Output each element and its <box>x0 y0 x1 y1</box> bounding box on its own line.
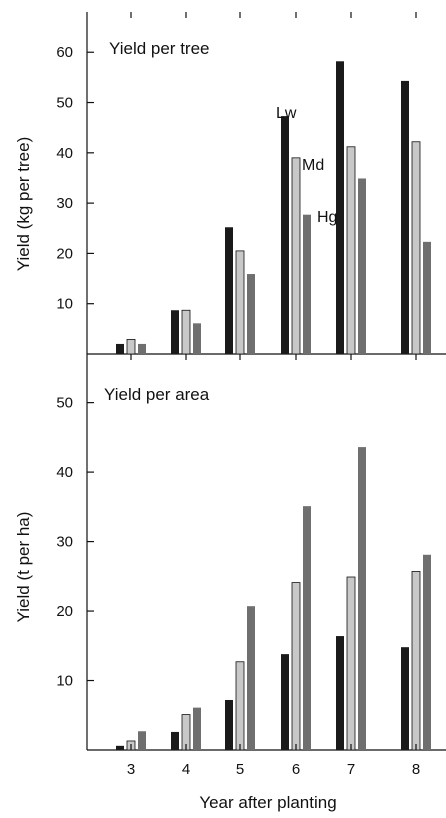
bar-lw-3 <box>116 343 124 354</box>
bottom-bars <box>116 447 431 751</box>
bar-hg-3 <box>138 343 146 354</box>
y-tick-label-40: 40 <box>56 464 73 481</box>
y-tick-label-20: 20 <box>56 245 73 262</box>
bar-md-7 <box>346 146 356 355</box>
bar-md-5 <box>235 661 245 751</box>
bar-hg-8 <box>423 241 431 354</box>
bottom-y-ticks: 10 20 30 40 50 <box>56 395 94 690</box>
y-tick-label-50: 50 <box>56 395 73 412</box>
bar-md-5 <box>235 250 245 355</box>
bar-md-7 <box>346 576 356 751</box>
y-tick-label-10: 10 <box>56 673 73 690</box>
y-tick-label-30: 30 <box>56 195 73 212</box>
bar-hg-8 <box>423 554 431 750</box>
bar-hg-4 <box>193 707 201 750</box>
bar-hg-5 <box>247 606 255 750</box>
y-tick-label-10: 10 <box>56 296 73 313</box>
panel-yield-per-tree: Yield per tree Yield (kg per tree) 10 20 3… <box>14 12 446 355</box>
bar-lw-5 <box>225 227 233 354</box>
x-axis-title: Year after planting <box>199 793 336 812</box>
bar-lw-8 <box>401 647 409 750</box>
top-edge-ticks <box>130 354 417 360</box>
bar-hg-6 <box>303 506 311 750</box>
bar-hg-5 <box>247 274 255 354</box>
bar-lw-6 <box>281 116 289 354</box>
x-tick-label-6: 6 <box>292 761 300 778</box>
bar-hg-4 <box>193 323 201 354</box>
bar-lw-4 <box>171 310 179 354</box>
bar-hg-6 <box>303 214 311 354</box>
bar-md-8 <box>411 571 421 751</box>
bottom-panel-title: Yield per area <box>104 385 210 404</box>
bar-hg-7 <box>358 178 366 354</box>
y-tick-label-30: 30 <box>56 534 73 551</box>
panel-yield-per-area: Yield per area Yield (t per ha) 10 20 30 40… <box>14 354 446 812</box>
bar-lw-5 <box>225 699 233 750</box>
top-y-ticks: 10 20 30 40 50 60 <box>56 44 94 313</box>
top-y-axis-title: Yield (kg per tree) <box>14 137 33 271</box>
bar-lw-4 <box>171 731 179 750</box>
bar-md-8 <box>411 141 421 355</box>
bar-hg-7 <box>358 447 366 750</box>
bar-md-6 <box>291 582 301 751</box>
x-tick-label-3: 3 <box>127 761 135 778</box>
series-label-lw: Lw <box>276 105 297 122</box>
x-tick-label-4: 4 <box>182 761 190 778</box>
bar-md-3 <box>126 339 136 355</box>
bottom-y-axis-title: Yield (t per ha) <box>14 512 33 623</box>
series-label-hg: Hg <box>317 209 337 226</box>
bar-lw-6 <box>281 654 289 750</box>
x-ticks: 3 4 5 6 7 8 <box>127 744 420 778</box>
top-bars <box>116 61 431 355</box>
bar-hg-3 <box>138 731 146 750</box>
bar-lw-3 <box>116 745 124 750</box>
x-tick-label-7: 7 <box>347 761 355 778</box>
bar-md-4 <box>181 309 191 355</box>
y-tick-label-50: 50 <box>56 95 73 112</box>
x-tick-label-8: 8 <box>412 761 420 778</box>
top-edge-ticks <box>130 12 417 18</box>
y-tick-label-40: 40 <box>56 145 73 162</box>
top-panel-title: Yield per tree <box>109 39 209 58</box>
y-tick-label-20: 20 <box>56 603 73 620</box>
y-tick-label-60: 60 <box>56 44 73 61</box>
bar-lw-8 <box>401 80 409 354</box>
bar-lw-7 <box>336 61 344 354</box>
bar-md-6 <box>291 157 301 355</box>
x-tick-label-5: 5 <box>236 761 244 778</box>
series-label-md: Md <box>302 157 324 174</box>
bar-lw-7 <box>336 636 344 750</box>
